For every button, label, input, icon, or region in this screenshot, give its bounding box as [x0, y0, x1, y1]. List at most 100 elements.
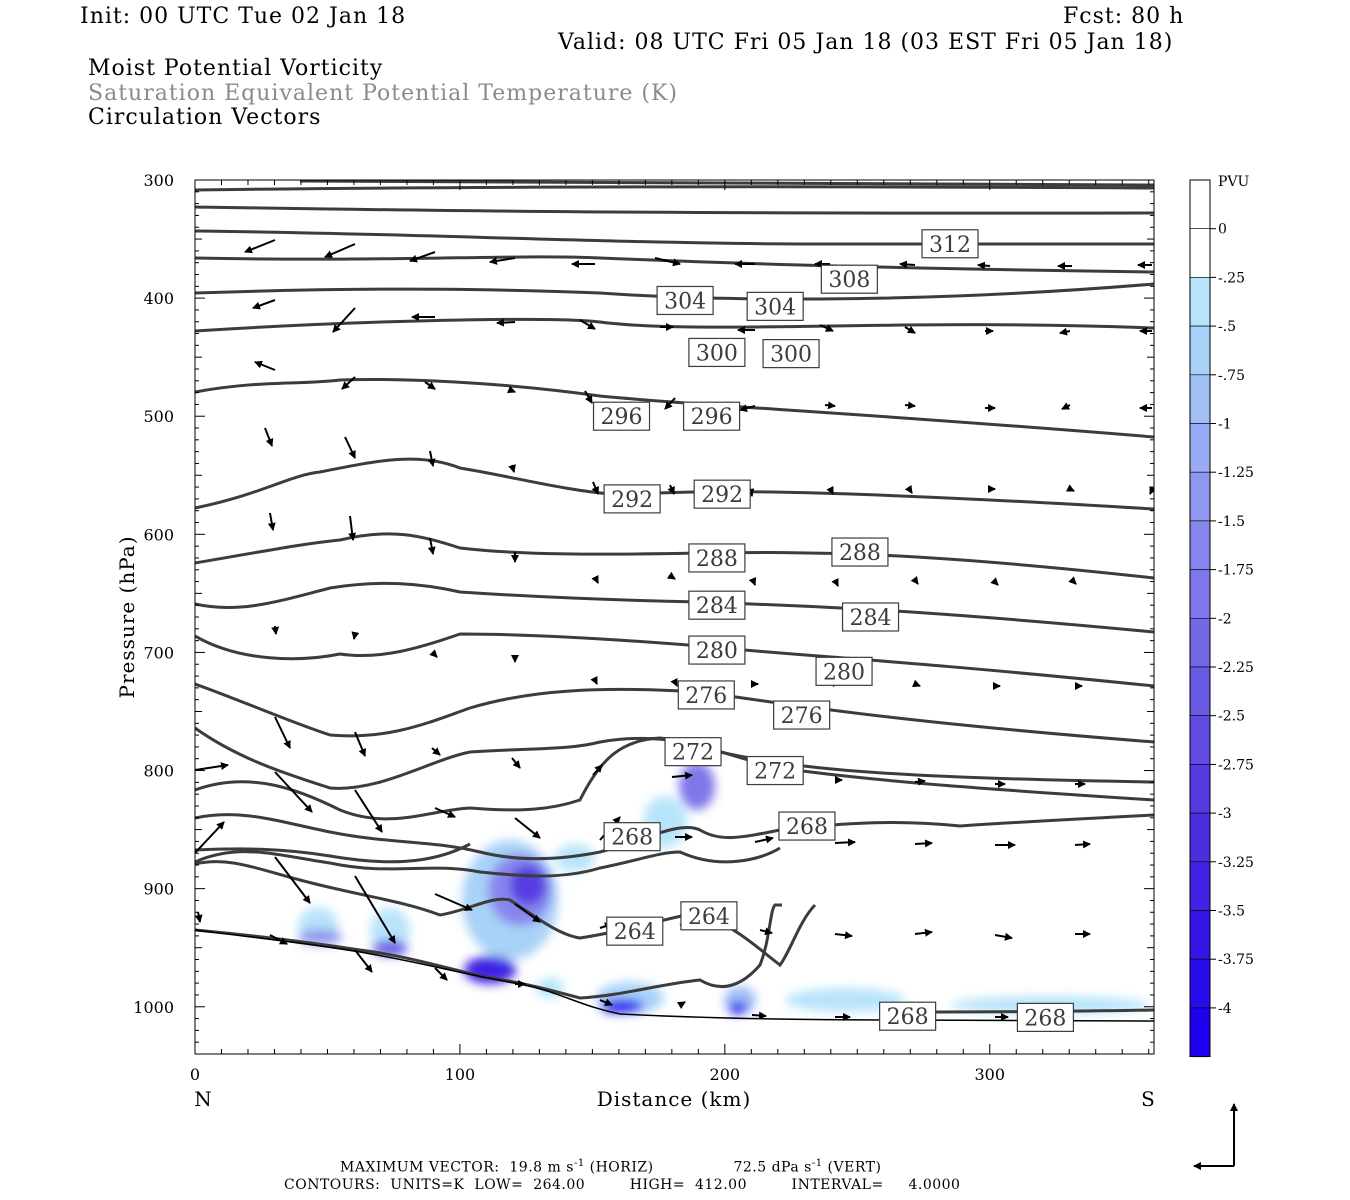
- mpv-region: [510, 865, 546, 905]
- wind-vector: [252, 299, 276, 310]
- wind-vector: [511, 757, 521, 769]
- field-title-mpv: Moist Potential Vorticity: [88, 56, 384, 81]
- colorbar-label: -2.75: [1218, 757, 1254, 773]
- contour-label: 304: [664, 289, 706, 314]
- wind-vector: [584, 390, 593, 404]
- wind-vector: [592, 764, 603, 776]
- colorbar-swatch: [1189, 715, 1211, 765]
- contour-line: [195, 229, 1154, 246]
- wind-vector: [667, 484, 675, 495]
- contour-label: 268: [786, 815, 828, 840]
- mpv-region: [298, 929, 342, 945]
- wind-vector: [427, 450, 436, 467]
- contour-line: [195, 726, 1154, 790]
- wind-vector: [819, 324, 834, 332]
- contour-label: 268: [887, 1005, 929, 1030]
- contour-label-box: [762, 339, 820, 369]
- contour-label: 268: [1024, 1006, 1066, 1031]
- colorbar-swatch: [1189, 228, 1211, 278]
- wind-vector: [254, 360, 276, 371]
- wind-vector: [244, 239, 276, 254]
- x-tick-label: 100: [445, 1065, 476, 1084]
- axis-ticks: [194, 179, 1154, 1055]
- wind-vector: [508, 464, 516, 473]
- wind-vector: [434, 967, 448, 981]
- wind-vector: [507, 385, 516, 394]
- contour-line: [195, 632, 1154, 688]
- y-axis-title: Pressure (hPa): [115, 536, 139, 699]
- contour-label-box: [656, 285, 714, 316]
- contour-label-box: [693, 479, 751, 509]
- colorbar-label: -3.25: [1218, 855, 1254, 871]
- contour-label-box: [746, 755, 804, 786]
- wind-vector: [654, 257, 681, 267]
- wind-vector: [195, 821, 225, 854]
- forecast-hour: Fcst: 80 h: [1063, 4, 1185, 29]
- mpv-region: [464, 956, 516, 984]
- contour-label: 276: [685, 684, 727, 709]
- ground-surface: [195, 929, 1154, 1022]
- horiz-exponent: -1: [573, 1158, 585, 1169]
- contour-label-box: [841, 602, 900, 632]
- colorbar-label: -3: [1218, 806, 1232, 822]
- wind-vector: [590, 675, 598, 685]
- wind-vector: [427, 537, 436, 555]
- wind-vector: [826, 485, 834, 495]
- contour-label-box: [592, 401, 651, 431]
- contour-line: [195, 736, 1154, 821]
- colorbar-label: -4: [1218, 1001, 1232, 1017]
- contour-label: 284: [850, 606, 892, 631]
- x-axis-title: Distance (km): [597, 1087, 752, 1111]
- wind-vector: [489, 256, 516, 265]
- contour-label: 300: [770, 343, 812, 368]
- wind-vector: [834, 838, 856, 847]
- y-tick-label: 300: [143, 171, 174, 190]
- wind-vector: [1061, 402, 1071, 410]
- mpv-region: [679, 762, 715, 810]
- wind-vector: [514, 817, 541, 839]
- wind-vector: [579, 319, 596, 330]
- y-tick-label: 400: [143, 289, 174, 308]
- contour-label: 284: [696, 594, 738, 619]
- contour-line: [195, 457, 1154, 511]
- x-axis-left-label: N: [194, 1087, 212, 1111]
- contour-line: [195, 846, 781, 878]
- valid-time: Valid: 08 UTC Fri 05 Jan 18 (03 EST Fri …: [558, 30, 1174, 55]
- colorbar-label: -3.75: [1218, 952, 1254, 968]
- contour-info: CONTOURS: UNITS=K LOW= 264.00 HIGH= 412.…: [284, 1177, 961, 1193]
- contour-line: [195, 317, 1154, 333]
- init-time: Init: 00 UTC Tue 02 Jan 18: [80, 4, 407, 29]
- contour-label: 264: [614, 920, 656, 945]
- colorbar-swatch: [1189, 520, 1211, 570]
- wind-vector: [324, 243, 356, 258]
- colorbar-swatch: [1189, 812, 1211, 863]
- colorbar-label: -2.25: [1218, 660, 1254, 676]
- contour-line: [195, 205, 1154, 215]
- contour-line: [299, 180, 1154, 187]
- contour-label: 292: [701, 483, 743, 508]
- x-axis-right-label: S: [1141, 1087, 1155, 1111]
- wind-vector: [670, 677, 678, 687]
- colorbar-label: -.25: [1218, 270, 1245, 286]
- wind-vector: [904, 401, 916, 410]
- horiz-value: 19.8 m s: [509, 1159, 574, 1176]
- contour-label-box: [746, 291, 804, 321]
- wind-vector: [664, 397, 676, 410]
- wind-vector: [754, 835, 774, 844]
- colorbar-swatch: [1189, 374, 1211, 424]
- contour-label: 296: [691, 405, 733, 430]
- wind-vector: [514, 903, 541, 923]
- wind-vector: [759, 927, 773, 936]
- contour-label-box: [603, 484, 661, 514]
- colorbar-label: -2.5: [1218, 709, 1245, 725]
- colorbar-label: -1.5: [1218, 514, 1245, 530]
- wind-vector: [434, 807, 456, 818]
- wind-vector: [914, 777, 926, 786]
- contour-line: [195, 842, 471, 864]
- contour-label-box: [688, 337, 746, 368]
- wind-vector: [599, 998, 613, 1006]
- contour-line: [195, 813, 1154, 861]
- contour-label: 300: [696, 341, 738, 366]
- theta-es-contours: [195, 180, 1154, 1014]
